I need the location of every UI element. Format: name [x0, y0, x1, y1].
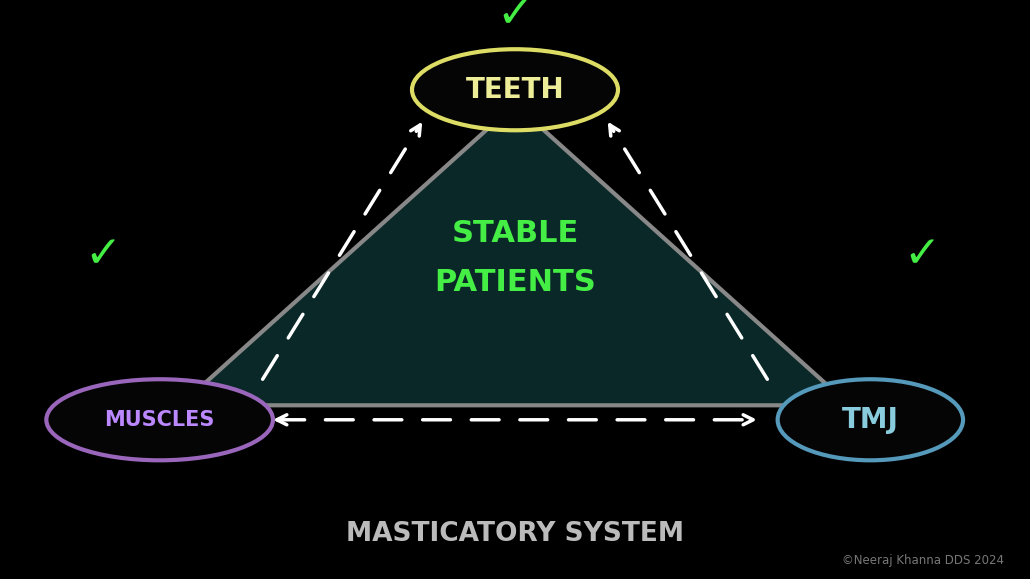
Text: ✓: ✓ — [496, 0, 534, 36]
Text: ©Neeraj Khanna DDS 2024: ©Neeraj Khanna DDS 2024 — [843, 555, 1004, 567]
Ellipse shape — [412, 49, 618, 130]
Text: TMJ: TMJ — [842, 406, 899, 434]
Text: ✓: ✓ — [84, 233, 122, 276]
Ellipse shape — [46, 379, 273, 460]
Ellipse shape — [778, 379, 963, 460]
Polygon shape — [180, 104, 850, 405]
Text: PATIENTS: PATIENTS — [434, 267, 596, 297]
Text: ✓: ✓ — [903, 233, 940, 276]
Text: STABLE: STABLE — [451, 218, 579, 248]
Text: TEETH: TEETH — [466, 76, 564, 104]
Text: MASTICATORY SYSTEM: MASTICATORY SYSTEM — [346, 521, 684, 547]
Text: MUSCLES: MUSCLES — [104, 410, 215, 430]
